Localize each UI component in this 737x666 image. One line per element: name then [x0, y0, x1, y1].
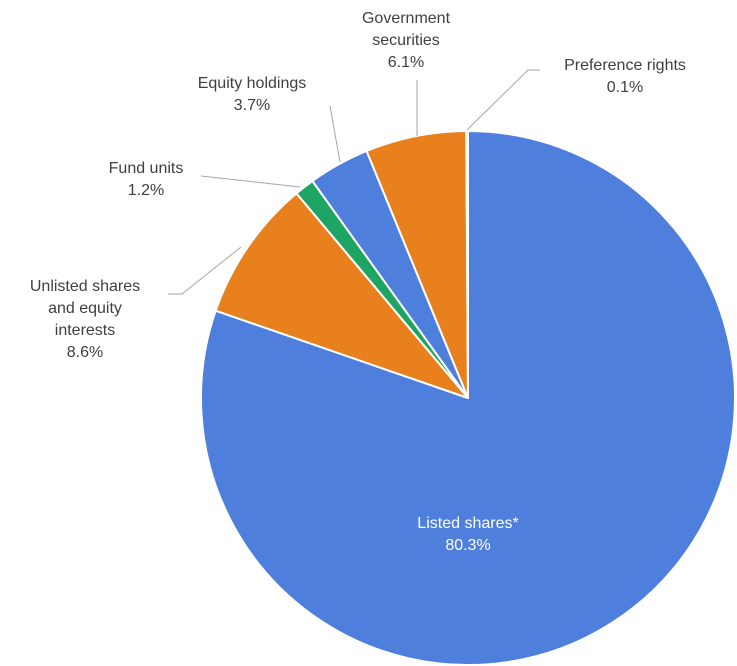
slice-value: 0.1%	[607, 79, 643, 96]
slice-name: Equity holdings	[198, 75, 307, 92]
slice-label: Government securities 6.1%	[362, 10, 451, 71]
slice-label: Unlisted shares and equity interests 8.6%	[30, 278, 140, 361]
slice-value: 8.6%	[67, 344, 103, 361]
slice-label: Fund units 1.2%	[109, 160, 184, 199]
slice-label: Equity holdings 3.7%	[198, 75, 307, 114]
slice-name: securities	[372, 32, 440, 49]
slice-label: Listed shares* 80.3%	[417, 515, 518, 554]
slice-name: Unlisted shares	[30, 278, 140, 295]
slice-name: interests	[55, 322, 115, 339]
slice-name: Fund units	[109, 160, 184, 177]
slice-value: 1.2%	[128, 182, 164, 199]
leader-line	[466, 69, 540, 131]
slice-value: 80.3%	[445, 537, 490, 554]
leader-line	[329, 105, 341, 163]
pie-slices	[200, 130, 736, 666]
slice-name: Government	[362, 10, 451, 27]
slice-value: 3.7%	[234, 97, 270, 114]
pie-slice-unlisted-shares-and-equity-interests	[214, 192, 469, 399]
slice-value: 6.1%	[388, 54, 424, 71]
pie-slice-preference-rights	[465, 130, 469, 399]
slice-name: and equity	[48, 300, 122, 317]
leader-line	[200, 175, 301, 188]
leader-lines	[168, 69, 540, 295]
slice-name: Preference rights	[564, 57, 686, 74]
leader-line	[168, 246, 242, 295]
slice-labels: Listed shares* 80.3% Unlisted shares and eq…	[30, 10, 686, 554]
slice-label: Preference rights 0.1%	[564, 57, 686, 96]
slice-name: Listed shares*	[417, 515, 518, 532]
